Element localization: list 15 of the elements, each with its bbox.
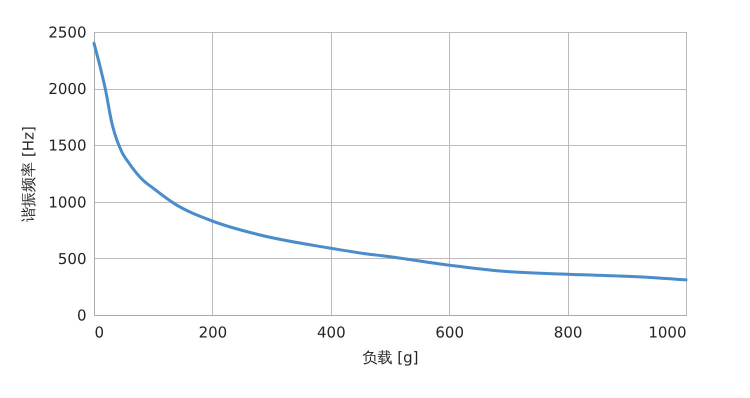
y-tick-label: 500: [58, 250, 86, 268]
x-axis-title: 负载 [g]: [362, 348, 418, 366]
y-tick-label: 2000: [48, 80, 86, 98]
y-tick-label: 1500: [48, 136, 86, 155]
x-tick-label: 400: [316, 324, 346, 342]
y-tick-label: 0: [76, 306, 86, 324]
y-tick-label: 1000: [48, 193, 86, 212]
x-tick-label: 800: [554, 324, 582, 342]
y-tick-label: 2500: [48, 24, 86, 42]
x-tick-label: 1000: [648, 324, 686, 342]
y-axis-title: 谐振频率 [Hz]: [19, 126, 38, 222]
x-tick-label: 600: [435, 324, 464, 342]
line-series: [92, 42, 688, 282]
x-tick-label: 200: [198, 324, 228, 342]
x-tick-label: 0: [94, 324, 104, 342]
